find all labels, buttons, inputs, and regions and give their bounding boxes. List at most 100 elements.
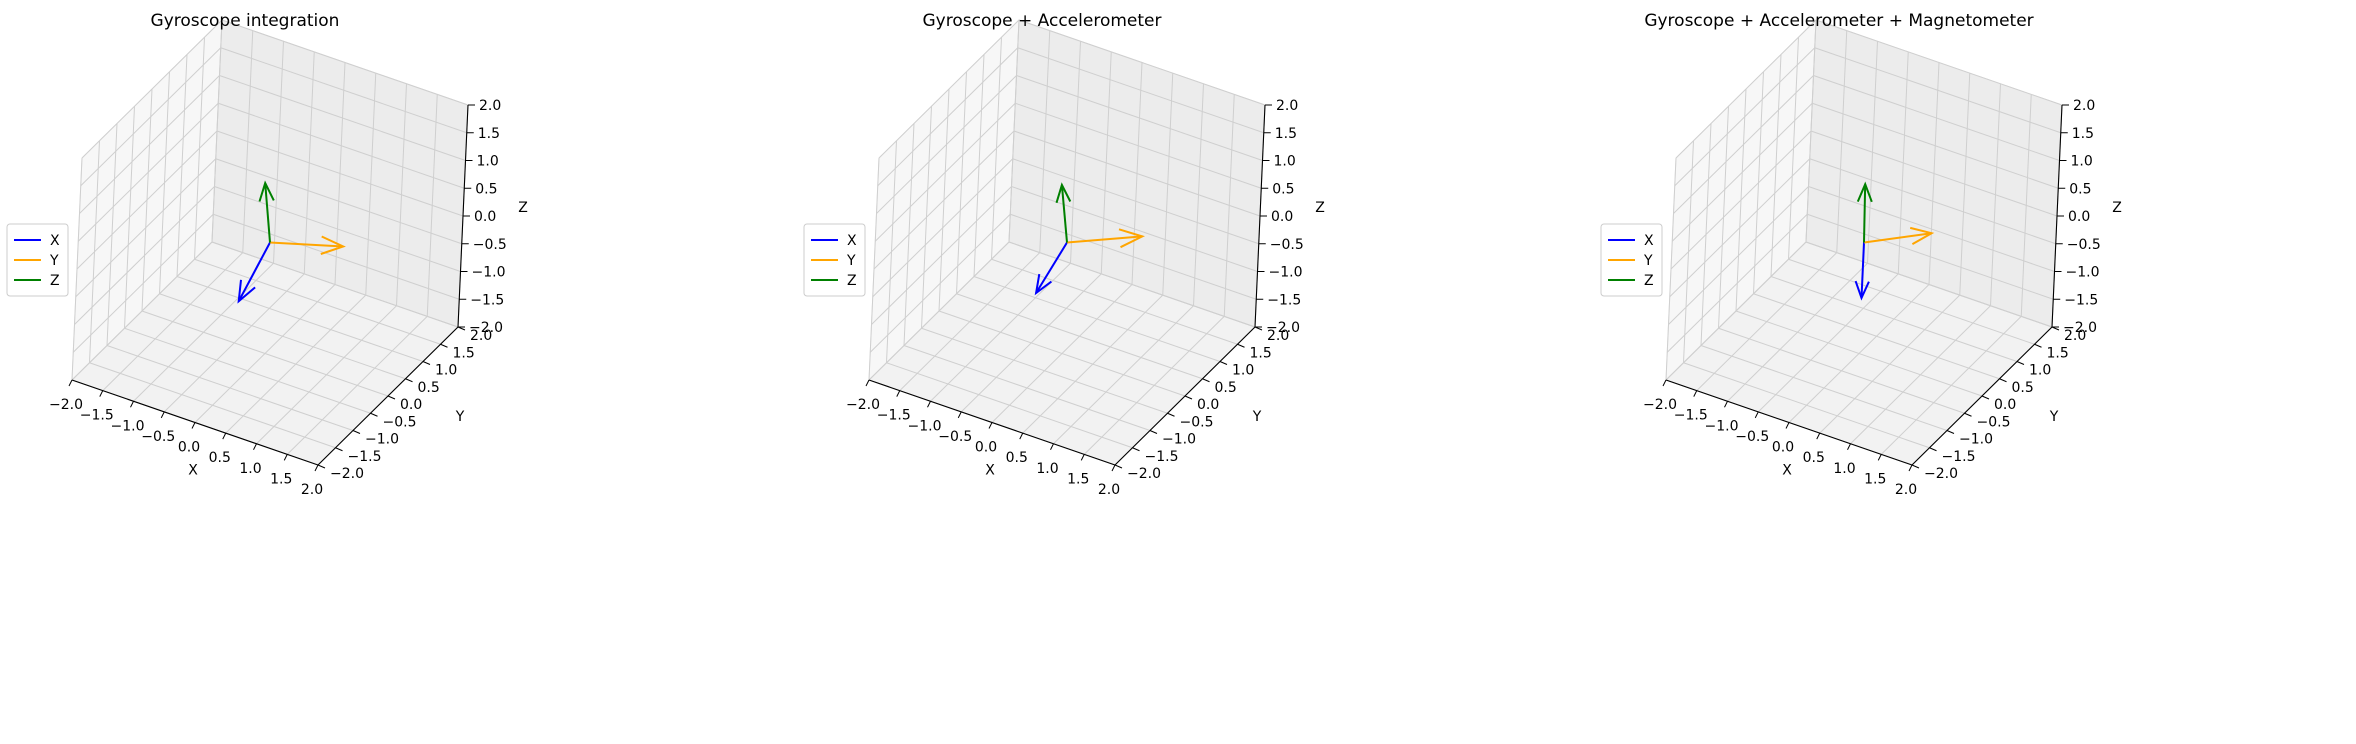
x-axis-label: X <box>1782 463 1792 479</box>
x-tick-label: 1.0 <box>1036 461 1058 477</box>
gridline <box>1670 130 1812 270</box>
arrow-shaft <box>269 241 344 248</box>
legend: XYZ <box>803 223 866 297</box>
arrow-shaft <box>1860 242 1865 299</box>
gridline <box>1671 102 1813 242</box>
x-tick-label: −1.5 <box>80 408 114 424</box>
y-tick-mark <box>1114 464 1123 469</box>
x-tick-label: −1.5 <box>1674 408 1708 424</box>
x-tick-mark <box>160 411 165 419</box>
legend-label-y: Y <box>49 253 59 269</box>
gridline <box>80 47 222 187</box>
x-tick-mark <box>1662 379 1667 387</box>
gridline <box>1788 37 1799 260</box>
gridline <box>1008 19 1020 243</box>
y-tick-label: 0.5 <box>1215 380 1237 396</box>
gridline <box>1675 19 1817 159</box>
gridline <box>1753 293 2000 380</box>
y-tick-label: −1.5 <box>1145 449 1179 465</box>
x-tick-label: 0.5 <box>1803 450 1825 466</box>
z-tick-label: −1.5 <box>1267 292 1301 308</box>
gridline <box>396 83 407 306</box>
gridline <box>1018 19 1266 106</box>
gridline <box>76 130 218 270</box>
z-tick-label: 0.0 <box>2068 209 2090 225</box>
x-tick-label: 1.0 <box>239 461 261 477</box>
y-tick-mark <box>370 412 378 417</box>
z-tick-label: 1.5 <box>1275 126 1297 142</box>
z-tick-label: −0.5 <box>1270 237 1304 253</box>
gridline <box>1813 75 2060 161</box>
gridline <box>1015 102 1262 189</box>
x-tick-label: 0.0 <box>178 440 200 456</box>
x-tick-mark <box>1908 464 1913 472</box>
y-tick-label: −1.0 <box>365 432 399 448</box>
gridline <box>1008 241 1256 328</box>
x-tick-mark <box>99 390 104 397</box>
y-tick-mark <box>352 430 361 434</box>
x-tick-mark <box>865 379 870 387</box>
y-tick-mark <box>1149 430 1158 434</box>
y-tick-mark <box>457 326 466 331</box>
gridline <box>1990 83 2001 306</box>
gridline <box>1223 94 1235 317</box>
x-tick-label: 0.5 <box>1006 450 1028 466</box>
y-tick-mark <box>1219 361 1228 365</box>
z-tick-label: −1.0 <box>472 265 506 281</box>
y-tick-label: −2.0 <box>1127 466 1161 482</box>
x-tick-label: 2.0 <box>1098 482 1120 498</box>
legend-label-z: Z <box>847 273 857 289</box>
arrow-head <box>1034 273 1052 296</box>
gridline <box>426 94 438 317</box>
y-tick-mark <box>387 395 396 400</box>
arrow-head <box>237 279 256 304</box>
y-tick-mark <box>335 447 343 452</box>
z-tick-label: 2.0 <box>2073 98 2095 114</box>
gridline <box>956 71 967 294</box>
z-tick-label: −1.5 <box>470 292 504 308</box>
x-tick-mark <box>1847 443 1851 450</box>
x-tick-mark <box>1785 422 1790 429</box>
gridline <box>159 293 406 380</box>
gridline <box>1812 102 2059 189</box>
x-tick-mark <box>1816 432 1821 440</box>
gridline <box>218 102 465 189</box>
gridline <box>973 54 985 277</box>
arrow-y <box>1066 228 1146 249</box>
arrow-x <box>237 242 271 304</box>
gridline <box>219 75 466 161</box>
gridline <box>1770 54 1782 277</box>
arrow-shaft <box>1863 232 1932 244</box>
y-tick-label: −0.5 <box>1977 414 2011 430</box>
x-tick-label: 1.5 <box>1864 471 1886 487</box>
y-tick-label: 1.0 <box>1232 363 1254 379</box>
y-tick-label: 1.5 <box>453 345 475 361</box>
y-tick-mark <box>1184 395 1193 400</box>
z-axis-label: Z <box>2112 200 2122 216</box>
z-tick-label: 0.5 <box>1272 181 1294 197</box>
z-tick-label: 2.0 <box>479 98 501 114</box>
arrow-z <box>258 180 275 243</box>
legend-label-x: X <box>847 233 857 249</box>
y-tick-label: −1.0 <box>1959 432 1993 448</box>
x-tick-mark <box>130 401 134 408</box>
x-tick-mark <box>1693 390 1698 397</box>
arrow-shaft <box>1035 241 1068 294</box>
y-tick-mark <box>1981 395 1990 400</box>
gridline <box>1805 19 1817 243</box>
x-tick-mark <box>896 390 901 397</box>
z-tick-label: 1.5 <box>2072 126 2094 142</box>
gridline <box>1819 294 1961 434</box>
x-tick-mark <box>927 401 931 408</box>
z-tick-label: −0.5 <box>473 237 507 253</box>
gridline <box>1770 276 2018 362</box>
z-tick-label: −1.5 <box>2064 292 2098 308</box>
gridline <box>1814 47 2061 134</box>
gridline <box>1815 19 2063 106</box>
gridline <box>1016 75 1263 161</box>
grid-lines <box>1665 19 2063 466</box>
x-axis-label: X <box>985 463 995 479</box>
gridline <box>1735 310 1983 397</box>
y-tick-mark <box>2016 361 2025 365</box>
x-tick-mark <box>191 422 196 429</box>
